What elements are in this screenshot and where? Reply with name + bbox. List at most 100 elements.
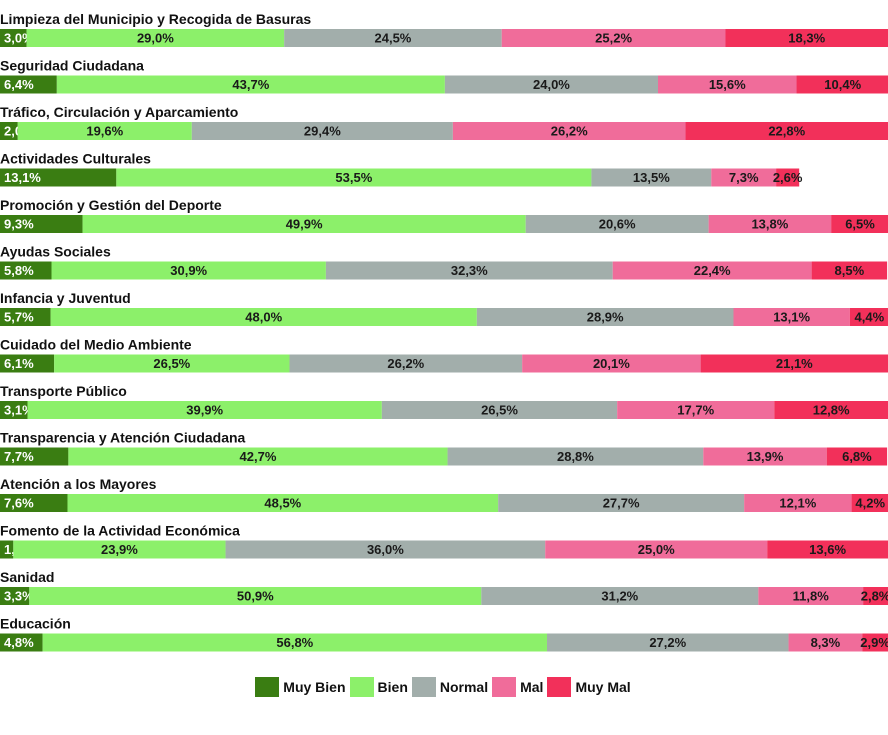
chart-row: Educación 4,8% 56,8% 27,2% 8,3% 2,9% <box>0 616 888 652</box>
category-label: Educación <box>0 616 71 632</box>
bar-segment <box>0 261 52 280</box>
data-label: 17,7% <box>677 403 714 418</box>
legend-label: Mal <box>520 679 544 695</box>
legend-item: Normal <box>411 677 490 697</box>
chart-row: Transparencia y Atención Ciudadana 7,7% 42… <box>0 430 888 466</box>
data-label: 29,4% <box>304 124 341 139</box>
data-label: 8,3% <box>811 635 841 650</box>
data-label: 19,6% <box>86 124 123 139</box>
bar-segment <box>0 447 69 466</box>
category-label: Atención a los Mayores <box>0 476 157 492</box>
category-label: Ayudas Sociales <box>0 244 111 260</box>
data-label: 3,0% <box>4 31 34 46</box>
data-label: 36,0% <box>367 542 404 557</box>
chart-row: Infancia y Juventud 5,7% 48,0% 28,9% 13,1% 4,… <box>0 290 888 326</box>
category-label: Actividades Culturales <box>0 151 151 167</box>
chart-row: Cuidado del Medio Ambiente 6,1% 26,5% 26,2%… <box>0 337 888 373</box>
data-label: 13,1% <box>4 170 41 185</box>
data-label: 26,2% <box>387 356 424 371</box>
bar-segment <box>776 168 800 187</box>
data-label: 48,5% <box>264 496 301 511</box>
bar-segment <box>13 540 226 559</box>
bar-segment <box>289 354 523 373</box>
data-label: 12,8% <box>813 403 850 418</box>
bar-segment <box>0 401 28 419</box>
bar-segment <box>26 29 285 47</box>
data-label: 7,7% <box>4 449 34 464</box>
data-label: 39,9% <box>186 403 223 418</box>
data-label: 4,4% <box>855 310 885 325</box>
bar-segment <box>811 261 888 280</box>
bar-segment <box>68 447 448 466</box>
data-label: 13,8% <box>751 217 788 232</box>
chart-row: Limpieza del Municipio y Recogida de Bas… <box>0 11 888 47</box>
bar-segment <box>796 75 888 94</box>
bar-segment <box>381 401 618 419</box>
data-label: 2,8% <box>861 589 888 604</box>
bar-segment <box>476 308 734 326</box>
data-label: 7,3% <box>729 170 759 185</box>
data-label: 26,2% <box>551 124 588 139</box>
data-label: 29,0% <box>137 31 174 46</box>
bar-segment <box>0 122 18 140</box>
bar-segment <box>658 75 797 94</box>
data-label: 42,7% <box>240 449 277 464</box>
bar-segment <box>481 587 759 605</box>
bar-segment <box>0 215 83 233</box>
chart-row: Promoción y Gestión del Deporte 9,3% 49,9%… <box>0 197 888 233</box>
data-label: 23,9% <box>101 542 138 557</box>
data-label: 26,5% <box>153 356 190 371</box>
bar-segment <box>725 29 888 47</box>
data-label: 20,6% <box>599 217 636 232</box>
data-label: 22,8% <box>768 124 805 139</box>
data-label: 10,4% <box>824 77 861 92</box>
bar-segment <box>685 122 888 140</box>
category-label: Promoción y Gestión del Deporte <box>0 197 222 213</box>
bar-segment <box>733 308 850 326</box>
data-label: 25,0% <box>638 542 675 557</box>
legend-swatch <box>349 677 374 697</box>
chart-row: Tráfico, Circulación y Aparcamiento2,0%1… <box>0 104 888 140</box>
bar-segment <box>700 354 888 373</box>
legend-swatch <box>492 677 517 697</box>
chart-row: Sanidad 3,3% 50,9% 31,2% 11,8% 2,8% <box>0 569 888 605</box>
bar-segment <box>774 401 888 419</box>
data-label: 6,1% <box>4 356 34 371</box>
category-label: Limpieza del Municipio y Recogida de Bas… <box>0 11 311 27</box>
category-label: Sanidad <box>0 569 54 585</box>
bar-segment <box>826 447 888 466</box>
chart-row: Fomento de la Actividad Económica1,5%23,… <box>0 523 888 559</box>
category-label: Transporte Público <box>0 383 127 399</box>
data-label: 13,5% <box>633 170 670 185</box>
legend-swatch <box>547 677 572 697</box>
bar-segment <box>444 75 659 94</box>
data-label: 30,9% <box>170 263 207 278</box>
category-label: Infancia y Juventud <box>0 290 131 306</box>
data-label: 9,3% <box>4 217 34 232</box>
chart-row: Atención a los Mayores 7,6% 48,5% 27,7% 12,1… <box>0 476 888 512</box>
category-label: Seguridad Ciudadana <box>0 58 144 74</box>
data-label: 53,5% <box>335 170 372 185</box>
data-label: 2,6% <box>773 170 803 185</box>
bar-segment <box>788 633 863 652</box>
category-label: Transparencia y Atención Ciudadana <box>0 430 246 446</box>
bar-segment <box>42 633 548 652</box>
data-label: 43,7% <box>232 77 269 92</box>
data-label: 13,1% <box>773 310 810 325</box>
bar-segment <box>849 308 888 326</box>
bar-segment <box>711 168 777 187</box>
data-label: 26,5% <box>481 403 518 418</box>
data-label: 7,6% <box>4 496 34 511</box>
data-label: 3,3% <box>4 589 34 604</box>
chart-legend: Muy Bien Bien Normal Mal Muy Mal <box>0 677 888 697</box>
data-label: 28,9% <box>587 310 624 325</box>
bar-segment <box>0 354 55 373</box>
data-label: 2,9% <box>860 635 888 650</box>
data-label: 18,3% <box>788 31 825 46</box>
bar-segment <box>0 308 51 326</box>
category-label: Tráfico, Circulación y Aparcamiento <box>0 104 238 120</box>
bar-segment <box>27 401 382 419</box>
bar-segment <box>851 494 888 512</box>
bar-segment <box>0 587 30 605</box>
bar-segment <box>0 540 14 559</box>
